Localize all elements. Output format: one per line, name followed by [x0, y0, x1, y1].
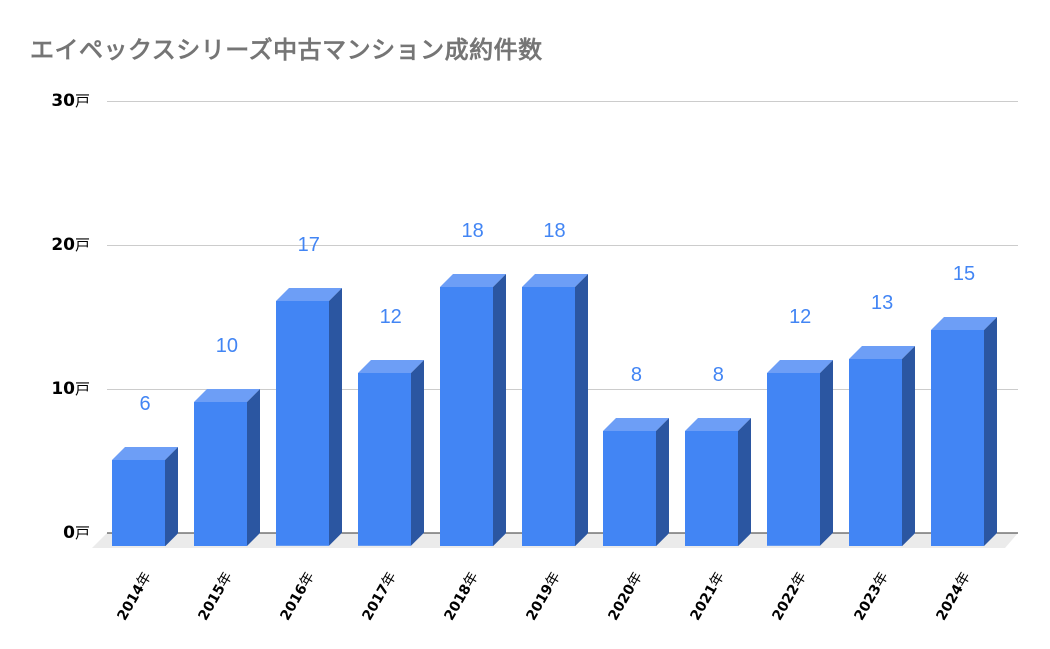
y-tick-number: 20	[51, 235, 75, 255]
data-label: 15	[952, 263, 976, 285]
gridline	[107, 245, 1018, 246]
bar[interactable]	[112, 446, 178, 546]
bar[interactable]	[767, 360, 834, 546]
y-tick-unit: 戸	[74, 380, 90, 398]
chart-title: エイペックスシリーズ中古マンション成約件数	[30, 36, 543, 64]
data-label: 8	[712, 363, 724, 386]
data-label: 13	[870, 291, 894, 314]
data-label: 12	[379, 306, 402, 329]
data-label: 18	[461, 219, 484, 242]
bar[interactable]	[603, 417, 670, 546]
bar[interactable]	[849, 345, 916, 546]
data-label: 10	[215, 335, 239, 357]
y-tick-number: 10	[51, 379, 75, 399]
bar[interactable]	[357, 360, 424, 546]
data-label: 8	[630, 363, 642, 386]
bar[interactable]	[931, 317, 997, 546]
y-tick-label: 10戸	[30, 378, 90, 399]
y-tick-label: 0戸	[30, 522, 90, 543]
data-label: 6	[139, 392, 151, 415]
y-tick-unit: 戸	[74, 236, 90, 254]
bar[interactable]	[275, 288, 342, 546]
y-tick-label: 20戸	[30, 234, 90, 255]
bar[interactable]	[193, 389, 260, 546]
y-tick-label: 30戸	[30, 90, 90, 111]
gridline	[107, 101, 1018, 102]
bar[interactable]	[521, 273, 588, 546]
bar[interactable]	[685, 417, 752, 546]
y-tick-number: 30	[51, 91, 75, 111]
y-tick-unit: 戸	[74, 524, 90, 542]
data-label: 18	[543, 219, 566, 242]
y-tick-number: 0	[63, 523, 75, 543]
bar[interactable]	[439, 273, 506, 546]
y-tick-unit: 戸	[74, 92, 90, 110]
data-label: 12	[789, 306, 812, 329]
data-label: 17	[297, 234, 320, 257]
